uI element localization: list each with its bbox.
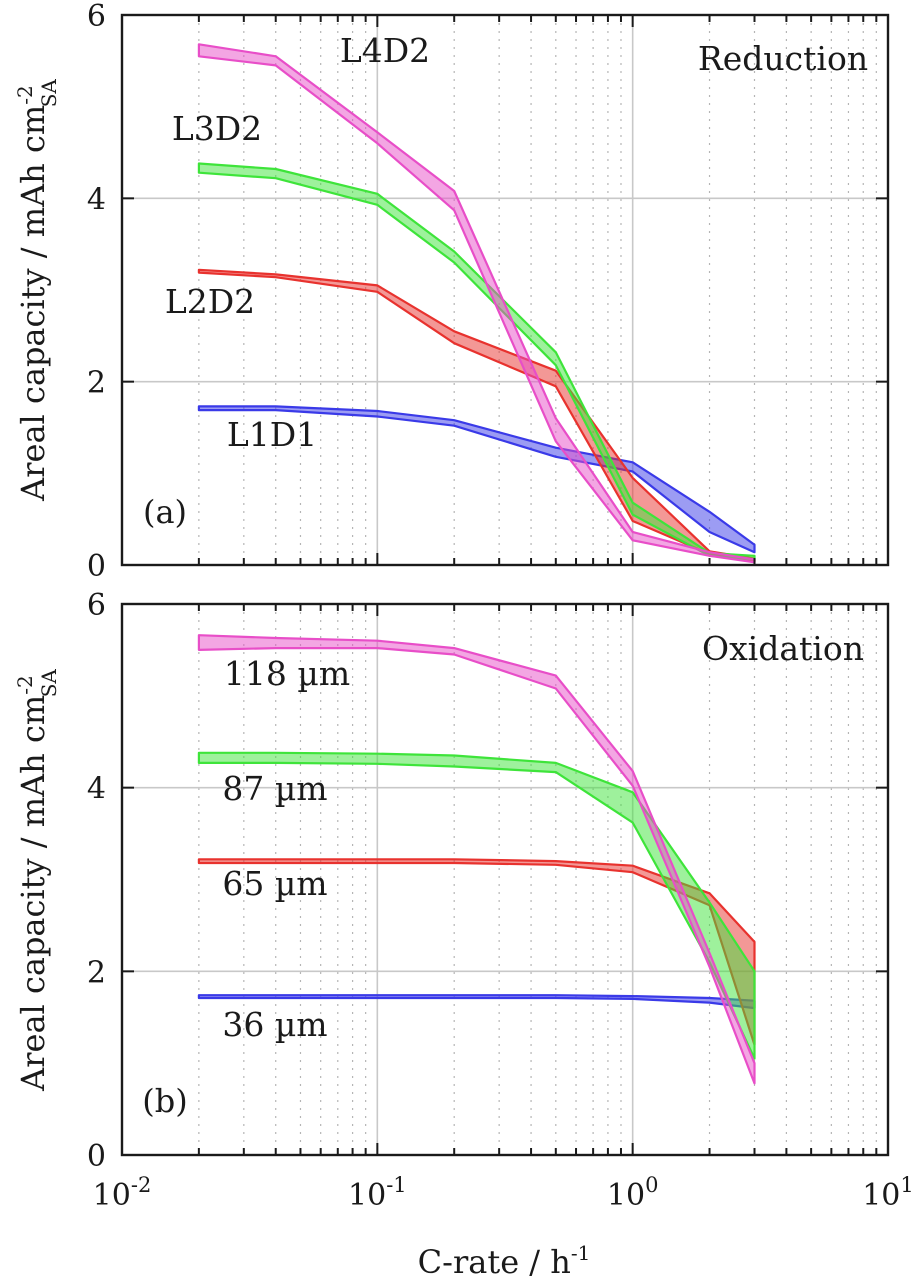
y-tick-label: 4: [87, 772, 106, 807]
y-tick-label: 0: [87, 1139, 106, 1174]
panel-oxidation: 0 2 4 6 10-2 10-1 100 101 36 µm 65 µm 87 µm 118 µm O…: [87, 588, 913, 1213]
ticks: 0 2 4 6 10-2 10-1 100 101: [87, 588, 913, 1213]
series-label: L3D2: [172, 109, 262, 148]
panel-title: Oxidation: [702, 629, 864, 668]
plot-frame: [120, 602, 890, 1157]
panel-title: Reduction: [698, 39, 868, 78]
y-tick-label: 2: [87, 366, 106, 401]
y-tick-label: 0: [87, 549, 106, 584]
panel-reduction: 0 2 4 6 L1D1 L2D2 L3D2 L4D2 Reduction (a): [87, 0, 890, 584]
series-band-118m: [197, 634, 756, 1085]
y-tick-label: 6: [87, 0, 106, 34]
x-axis-label: C-rate / h-1: [418, 1241, 591, 1280]
y-axis-label-b: Areal capacity / mAh cm-2SA: [13, 669, 61, 1092]
x-tick-label: 101: [862, 1173, 913, 1213]
series-label: 87 µm: [222, 769, 327, 808]
x-tick-label: 10-2: [93, 1173, 152, 1213]
panel-label: (b): [142, 1082, 187, 1120]
axes-text: Areal capacity / mAh cm-2SA Areal capaci…: [13, 79, 590, 1280]
series-group: [197, 634, 756, 1085]
x-tick-label: 10-1: [348, 1173, 407, 1213]
ticks: 0 2 4 6: [87, 0, 888, 584]
series-label: 65 µm: [222, 864, 327, 903]
plot-frame: [120, 13, 890, 567]
x-tick-label: 100: [607, 1173, 659, 1213]
grid: [122, 604, 888, 1155]
panel-label: (a): [143, 493, 187, 531]
series-band-l1d1: [197, 405, 756, 554]
y-tick-label: 2: [87, 955, 106, 990]
series-label: L4D2: [340, 31, 430, 70]
y-tick-label: 6: [87, 588, 106, 623]
series-label: 36 µm: [222, 1005, 327, 1044]
y-tick-label: 4: [87, 182, 106, 217]
series-label: L1D1: [227, 415, 317, 454]
series-band-87m: [197, 751, 756, 1060]
series-band-l4d2: [197, 43, 756, 564]
series-label: 118 µm: [224, 654, 350, 693]
y-axis-label-a: Areal capacity / mAh cm-2SA: [13, 79, 61, 502]
series-label: L2D2: [165, 282, 255, 321]
series-group: [197, 43, 756, 564]
